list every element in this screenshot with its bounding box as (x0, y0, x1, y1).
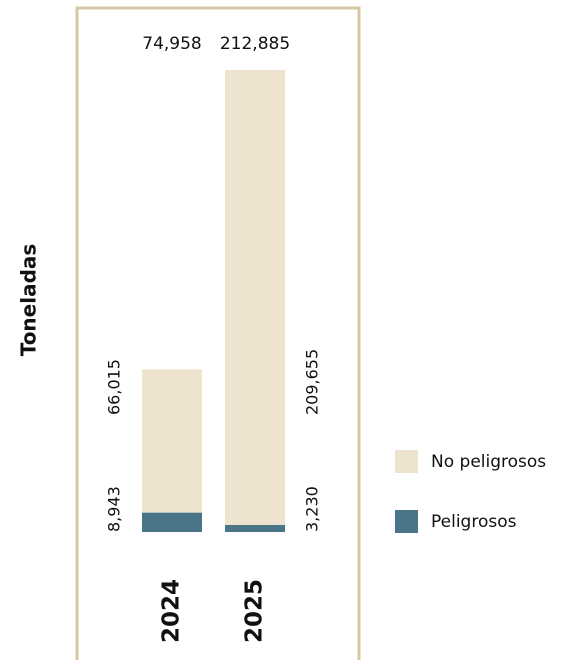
frame (75, 6, 361, 660)
bar-segment (142, 512, 202, 532)
bar-segment (225, 524, 285, 532)
total-label: 212,885 (220, 34, 290, 54)
x-tick-label: 2024 (159, 579, 185, 643)
bar-segment (225, 70, 285, 525)
legend-swatch (395, 510, 418, 533)
total-label: 74,958 (142, 34, 201, 54)
data-label: 209,655 (303, 349, 322, 415)
legend-label: No peligrosos (431, 452, 546, 472)
legend-label: Peligrosos (431, 512, 517, 532)
y-axis-title: Toneladas (17, 244, 41, 357)
data-label: 3,230 (303, 486, 322, 532)
x-tick-label: 2025 (242, 579, 268, 643)
bar-segment (142, 369, 202, 513)
legend-swatch (395, 450, 418, 473)
data-label: 8,943 (105, 486, 124, 532)
data-label: 66,015 (105, 359, 124, 415)
